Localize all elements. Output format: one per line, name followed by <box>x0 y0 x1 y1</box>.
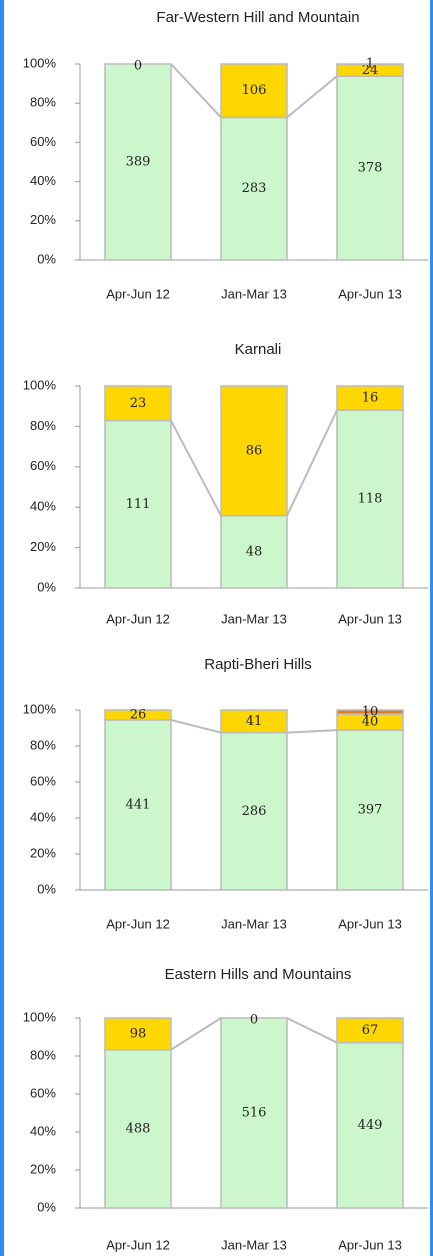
y-tick-label: 0% <box>37 881 56 896</box>
value-label: 10 <box>362 705 379 720</box>
x-tick-label: Apr-Jun 13 <box>338 286 402 301</box>
bar-segment <box>336 1017 404 1044</box>
bar-segment <box>220 514 288 589</box>
y-tick-label: 60% <box>30 1085 56 1100</box>
x-tick-label: Apr-Jun 12 <box>106 916 170 931</box>
bar-segment <box>104 419 172 589</box>
bar-segment <box>336 385 404 411</box>
value-label: 0 <box>134 59 142 74</box>
left-border <box>0 0 4 1256</box>
value-label: 23 <box>130 396 147 411</box>
y-tick-label: 100% <box>23 701 57 716</box>
bar-segment <box>104 1017 172 1051</box>
y-tick-label: 80% <box>30 418 56 433</box>
y-tick-label: 60% <box>30 134 56 149</box>
series-line <box>286 75 338 119</box>
value-label: 41 <box>246 714 263 729</box>
bar-segment <box>336 75 404 261</box>
y-tick-label: 100% <box>23 377 57 392</box>
series-line <box>286 1017 338 1044</box>
y-tick-label: 60% <box>30 458 56 473</box>
x-tick-label: Apr-Jun 13 <box>338 611 402 626</box>
y-tick-label: 20% <box>30 212 56 227</box>
x-tick-label: Apr-Jun 12 <box>106 286 170 301</box>
bar-segment <box>104 63 172 261</box>
value-label: 441 <box>126 798 151 813</box>
value-label: 488 <box>126 1121 151 1136</box>
value-label: 40 <box>362 715 379 730</box>
y-tick-label: 100% <box>23 1009 57 1024</box>
bar-segment <box>220 385 288 517</box>
series-line <box>170 719 222 734</box>
value-label: 397 <box>358 803 383 818</box>
value-label: 1 <box>366 57 374 72</box>
y-tick-label: 20% <box>30 845 56 860</box>
y-tick-label: 100% <box>23 55 57 70</box>
y-tick-label: 0% <box>37 579 56 594</box>
bar-segment <box>220 731 288 891</box>
x-tick-label: Jan-Mar 13 <box>221 1237 287 1252</box>
y-tick-label: 40% <box>30 173 56 188</box>
y-tick-label: 40% <box>30 499 56 514</box>
chart-title: Eastern Hills and Mountains <box>165 966 352 983</box>
bar-segment <box>336 409 404 589</box>
bar-segment <box>220 709 288 734</box>
y-tick-label: 0% <box>37 1199 56 1214</box>
bar-segment <box>220 63 288 119</box>
y-tick-label: 60% <box>30 773 56 788</box>
series-line <box>286 729 338 734</box>
value-label: 516 <box>242 1106 267 1121</box>
x-tick-label: Apr-Jun 12 <box>106 1237 170 1252</box>
bar-segment <box>104 1049 172 1209</box>
chart-title: Rapti-Bheri Hills <box>204 656 312 673</box>
chart-title: Karnali <box>235 341 282 358</box>
value-label: 16 <box>362 391 379 406</box>
series-line <box>286 409 338 517</box>
value-label: 118 <box>358 492 383 507</box>
value-label: 67 <box>362 1023 379 1038</box>
value-label: 24 <box>362 63 379 78</box>
bar-segment <box>104 719 172 891</box>
y-tick-label: 20% <box>30 1161 56 1176</box>
right-border <box>430 0 433 1256</box>
value-label: 283 <box>242 181 267 196</box>
y-tick-label: 0% <box>37 251 56 266</box>
y-tick-label: 80% <box>30 1047 56 1062</box>
series-line <box>170 420 222 517</box>
y-tick-label: 80% <box>30 737 56 752</box>
bar-segment <box>336 1041 404 1209</box>
bar-segment <box>220 1017 288 1209</box>
x-tick-label: Jan-Mar 13 <box>221 611 287 626</box>
bar-segment <box>104 385 172 422</box>
value-label: 449 <box>358 1118 383 1133</box>
x-tick-label: Apr-Jun 13 <box>338 916 402 931</box>
value-label: 111 <box>126 497 151 512</box>
chart-title: Far-Western Hill and Mountain <box>156 9 359 26</box>
y-tick-label: 40% <box>30 1123 56 1138</box>
value-label: 26 <box>130 708 147 723</box>
y-tick-label: 40% <box>30 809 56 824</box>
value-label: 0 <box>250 1013 258 1028</box>
bar-segment <box>336 729 404 891</box>
value-label: 48 <box>246 544 263 559</box>
value-label: 98 <box>130 1026 147 1041</box>
x-tick-label: Jan-Mar 13 <box>221 286 287 301</box>
value-label: 389 <box>126 155 151 170</box>
value-label: 378 <box>358 161 383 176</box>
y-tick-label: 20% <box>30 539 56 554</box>
value-label: 86 <box>246 443 263 458</box>
bar-segment <box>336 709 404 715</box>
x-tick-label: Apr-Jun 12 <box>106 611 170 626</box>
value-label: 286 <box>242 804 267 819</box>
value-label: 106 <box>242 83 267 98</box>
bar-segment <box>104 709 172 721</box>
series-line <box>170 1017 222 1051</box>
x-tick-label: Jan-Mar 13 <box>221 916 287 931</box>
series-line <box>170 63 222 119</box>
x-tick-label: Apr-Jun 13 <box>338 1237 402 1252</box>
y-tick-label: 80% <box>30 95 56 110</box>
